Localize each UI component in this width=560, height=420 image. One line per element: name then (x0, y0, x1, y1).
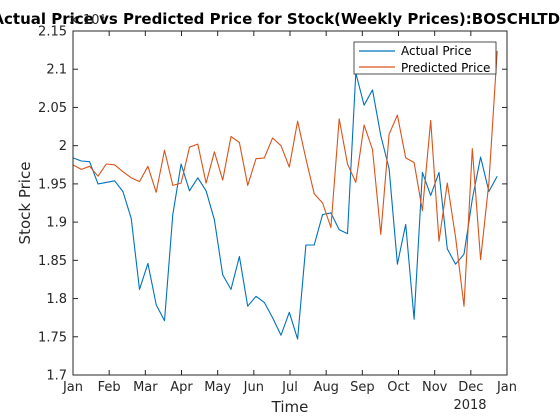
x-year-label: 2018 (453, 398, 486, 413)
y-tick-label: 1.85 (38, 254, 67, 269)
y-axis-label: Stock Price (16, 162, 34, 245)
y-tick-label: 1.9 (46, 216, 67, 231)
y-tick-label: 2.1 (46, 63, 67, 78)
y-tick-label: 1.75 (38, 330, 67, 345)
y-multiplier-label: × 10⁴ (68, 13, 105, 28)
x-tick-label: Jan (496, 380, 517, 395)
legend-label-actual: Actual Price (401, 44, 472, 58)
x-tick-label: Feb (98, 380, 121, 395)
x-tick-label: Apr (170, 380, 193, 395)
y-tick-label: 2.05 (38, 101, 67, 116)
x-tick-label: Jan (62, 380, 83, 395)
series-line-predicted-price (72, 50, 498, 307)
x-tick-label: Dec (458, 380, 483, 395)
x-tick-label: Mar (133, 380, 158, 395)
x-tick-label: Sep (350, 380, 375, 395)
y-axis: 1.7 1.75 1.8 1.85 1.9 1.95 2 2.05 2.1 2.15 (38, 25, 507, 384)
y-tick-label: 1.7 (46, 369, 67, 384)
y-tick-label: 1.95 (38, 177, 67, 192)
x-tick-label: Nov (422, 380, 448, 395)
y-tick-label: 2 (59, 139, 67, 154)
x-tick-label: Jun (243, 380, 264, 395)
plot-area (72, 50, 498, 340)
x-tick-label: Oct (387, 380, 409, 395)
x-tick-label: Jul (281, 380, 298, 395)
y-tick-label: 1.8 (46, 292, 67, 307)
x-axis-label: Time (271, 398, 309, 416)
x-tick-label: May (204, 380, 231, 395)
x-tick-label: Aug (313, 380, 338, 395)
chart-title: Actual Price vs Predicted Price for Stoc… (0, 10, 560, 28)
series-line-actual-price (72, 72, 498, 340)
legend: Actual Price Predicted Price (353, 41, 497, 75)
legend-label-predicted: Predicted Price (401, 61, 490, 75)
x-axis: Jan Feb Mar Apr May Jun Jul Aug Sep Oct Nov Dec Jan (62, 31, 517, 395)
y-tick-label: 2.15 (38, 25, 67, 40)
legend-box (353, 41, 497, 75)
